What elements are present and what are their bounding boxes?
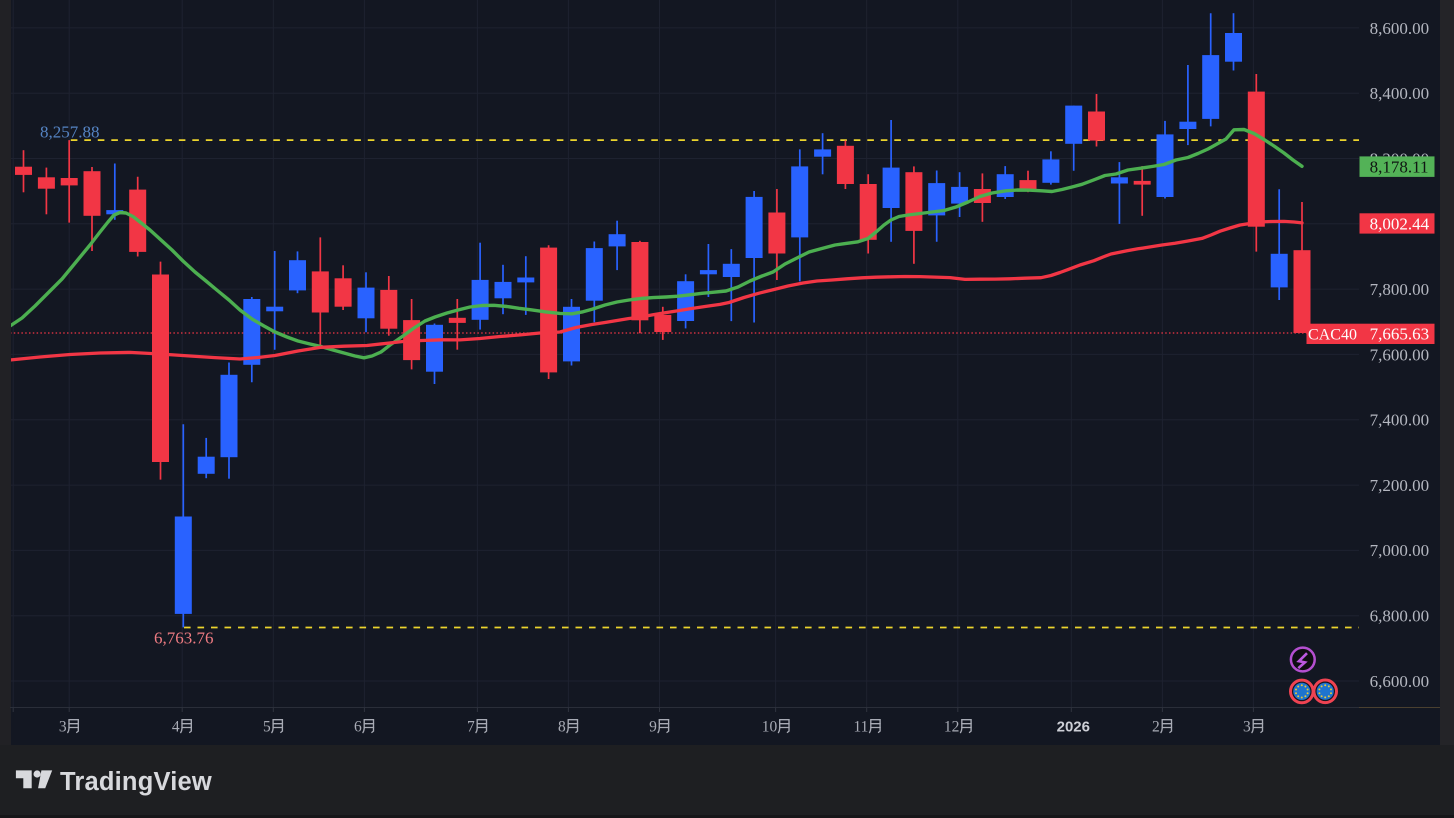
svg-text:8,002.44: 8,002.44 (1370, 215, 1430, 234)
svg-text:8,178.11: 8,178.11 (1370, 158, 1429, 177)
svg-text:7,400.00: 7,400.00 (1370, 411, 1430, 430)
svg-text:9: 9 (649, 719, 657, 736)
svg-text:12: 12 (944, 719, 960, 736)
svg-text:2: 2 (1152, 719, 1160, 736)
svg-text:7,800.00: 7,800.00 (1370, 280, 1430, 299)
svg-text:7,000.00: 7,000.00 (1370, 541, 1430, 560)
svg-text:6,763.76: 6,763.76 (154, 629, 214, 648)
svg-text:4: 4 (172, 719, 180, 736)
svg-text:8,257.88: 8,257.88 (40, 123, 100, 142)
svg-text:7: 7 (467, 719, 475, 736)
svg-text:7,600.00: 7,600.00 (1370, 345, 1430, 364)
svg-text:7,665.63: 7,665.63 (1370, 325, 1430, 344)
svg-text:11: 11 (853, 719, 868, 736)
svg-text:8,600.00: 8,600.00 (1370, 19, 1430, 38)
svg-text:2026: 2026 (1057, 719, 1090, 736)
svg-text:10: 10 (762, 719, 778, 736)
svg-text:6,800.00: 6,800.00 (1370, 607, 1430, 626)
svg-text:8,400.00: 8,400.00 (1370, 84, 1430, 103)
svg-text:CAC40: CAC40 (1308, 326, 1357, 343)
svg-text:7,200.00: 7,200.00 (1370, 476, 1430, 495)
svg-text:6: 6 (354, 719, 362, 736)
svg-text:8: 8 (558, 719, 566, 736)
svg-text:6,600.00: 6,600.00 (1370, 672, 1430, 691)
svg-text:3: 3 (1243, 719, 1251, 736)
svg-text:5: 5 (263, 719, 271, 736)
svg-text:3: 3 (59, 719, 67, 736)
svg-text:TradingView: TradingView (60, 768, 212, 796)
